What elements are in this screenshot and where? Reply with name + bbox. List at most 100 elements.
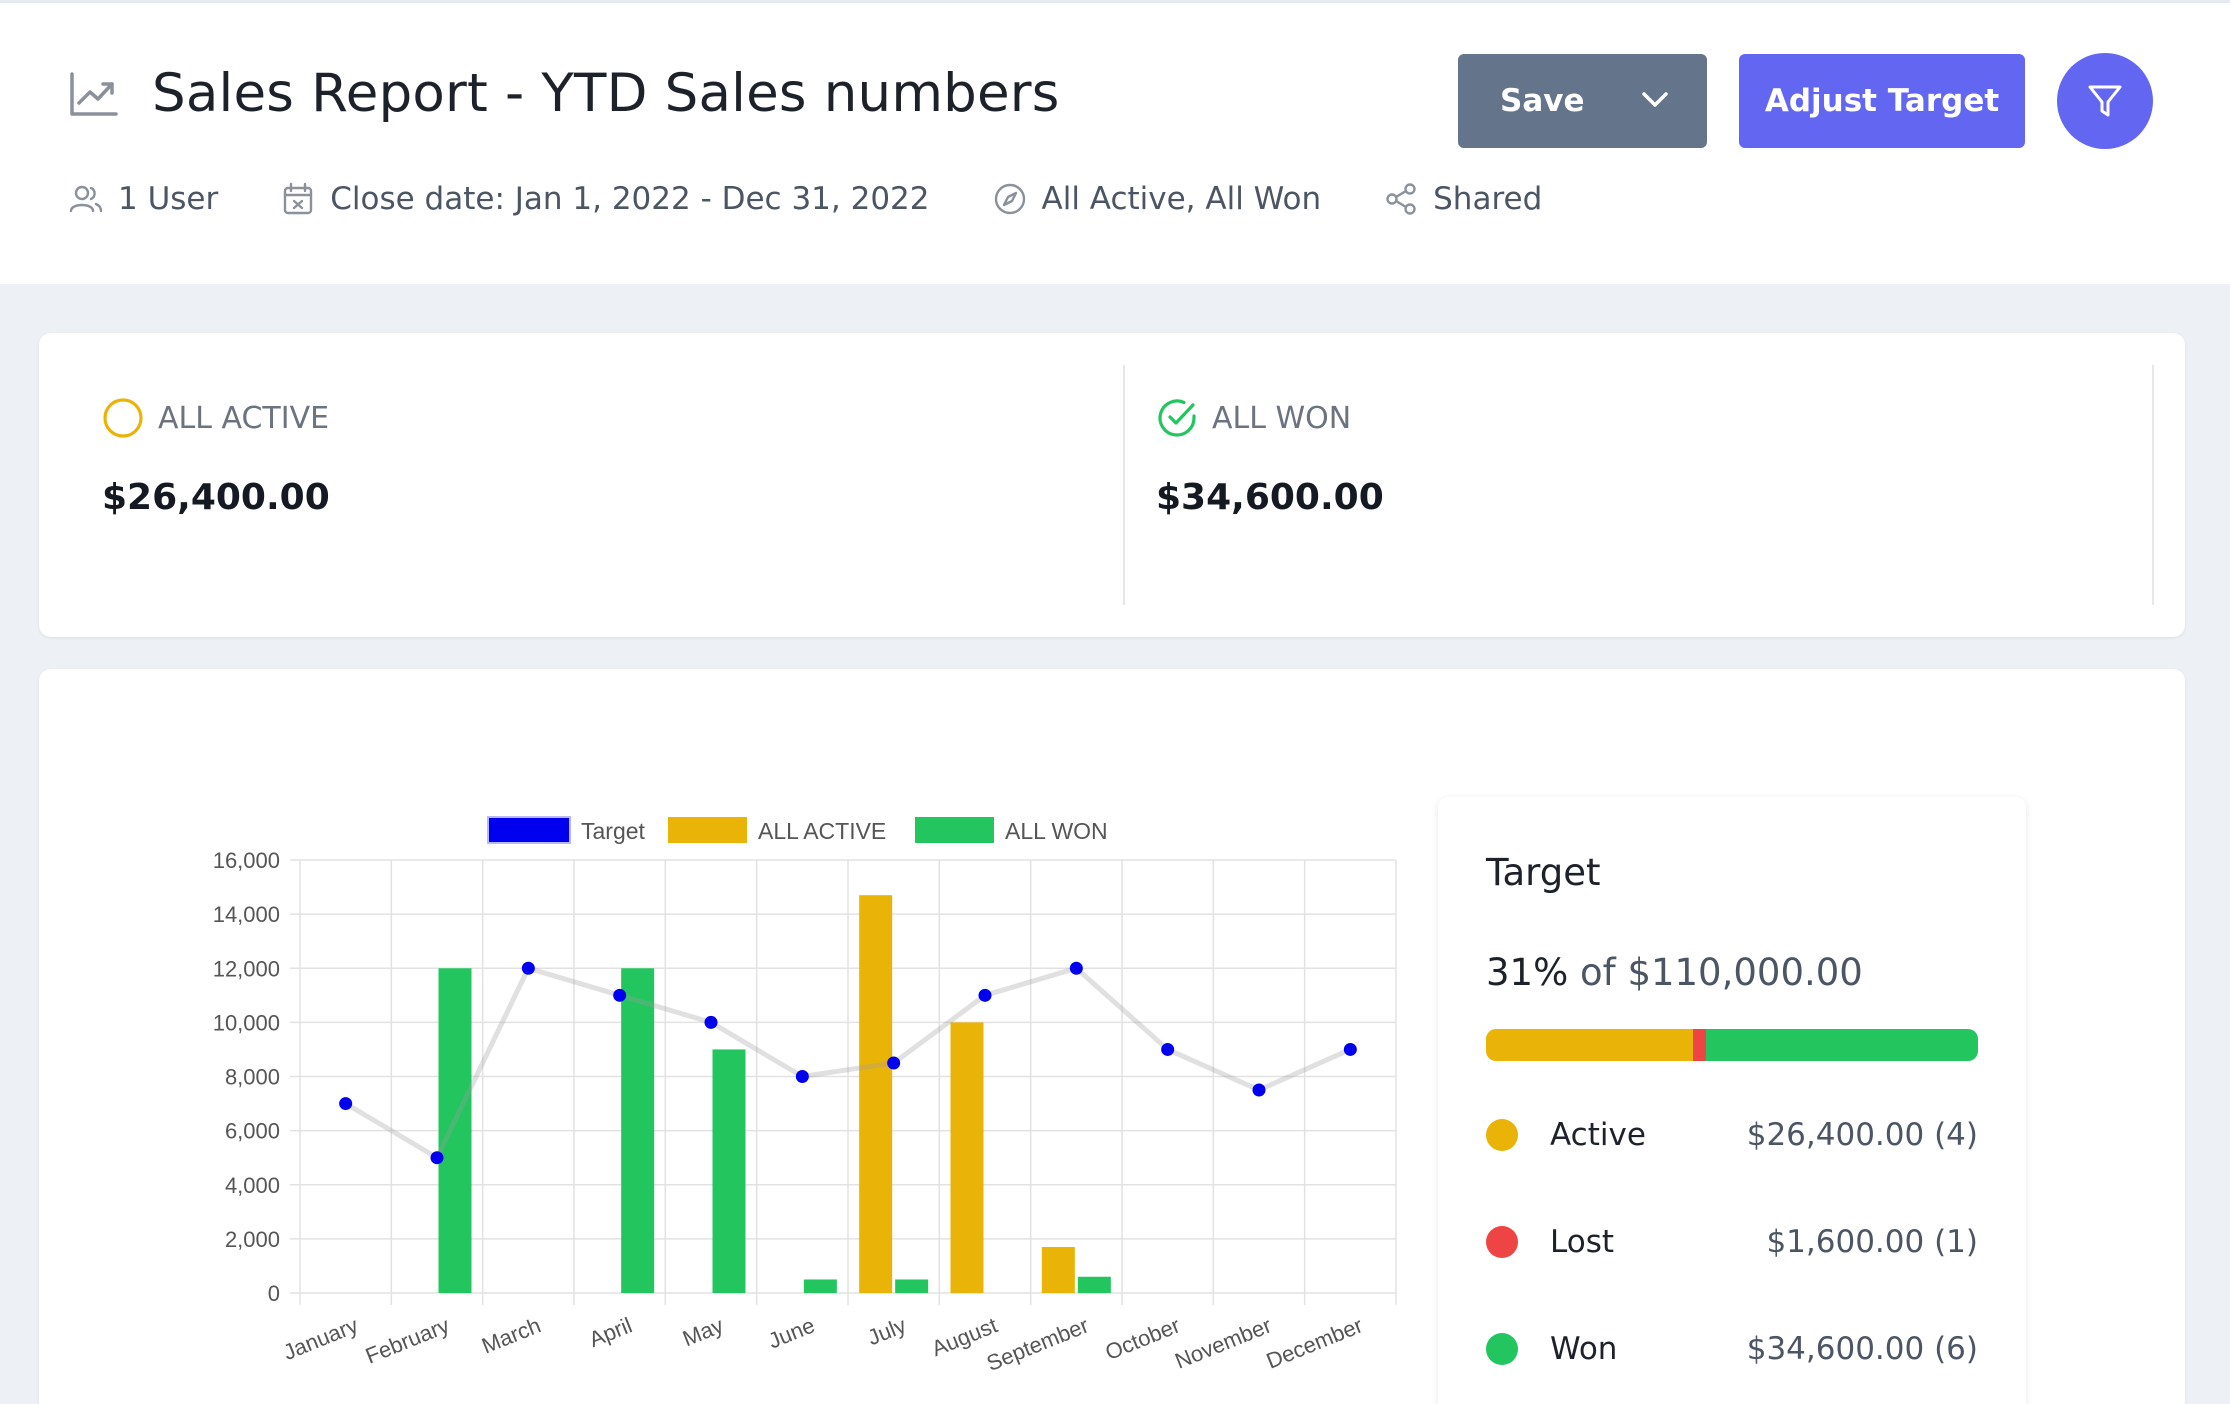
x-tick-label: April <box>585 1312 635 1352</box>
kpi-divider-right <box>2152 365 2154 605</box>
save-button[interactable]: Save <box>1458 54 1707 148</box>
y-tick-label: 12,000 <box>213 956 280 981</box>
sales-chart: 0 2,000 4,000 6,000 8,000 10,000 12,000 14,000 1… <box>213 816 1397 1376</box>
bar-all-won-june[interactable] <box>803 1279 837 1293</box>
target-line <box>344 965 1352 1161</box>
x-tick-label: November <box>1171 1312 1274 1373</box>
legend-label-2[interactable]: ALL ACTIVE <box>758 818 886 844</box>
bar-all-won-february[interactable] <box>438 968 472 1293</box>
title-row: Sales Report - YTD Sales numbers <box>68 63 1060 124</box>
legend-label: Lost <box>1550 1224 1614 1260</box>
x-tick-label: June <box>765 1312 819 1353</box>
x-tick-label: February <box>362 1312 453 1368</box>
target-point-july[interactable] <box>887 1056 901 1070</box>
meta-status[interactable]: All Active, All Won <box>992 181 1322 217</box>
legend-label: Active <box>1550 1117 1646 1153</box>
kpi-active-label: ALL ACTIVE <box>158 400 330 436</box>
y-tick-label: 6,000 <box>225 1119 280 1144</box>
target-title: Target <box>1486 851 1601 894</box>
y-tick-label: 14,000 <box>213 902 280 927</box>
target-point-august[interactable] <box>978 988 992 1002</box>
legend-swatch-2[interactable] <box>668 817 747 843</box>
x-tick-label: December <box>1263 1312 1366 1373</box>
x-tick-label: March <box>478 1312 544 1358</box>
target-legend-won[interactable]: Won $34,600.00 (6) <box>1486 1331 1978 1367</box>
y-tick-label: 8,000 <box>225 1065 280 1090</box>
legend-dot <box>1486 1333 1518 1365</box>
target-progress-text: 31% of $110,000.00 <box>1486 951 1863 994</box>
kpi-summary-card: ALL ACTIVE $26,400.00 ALL WON $34,600.00 <box>39 333 2185 637</box>
bar-all-won-may[interactable] <box>712 1049 746 1293</box>
meta-users[interactable]: 1 User <box>68 181 218 217</box>
kpi-won-value: $34,600.00 <box>1156 477 1384 518</box>
target-percent: 31% <box>1486 951 1569 994</box>
target-legend-lost[interactable]: Lost $1,600.00 (1) <box>1486 1224 1978 1260</box>
legend-swatch-3[interactable] <box>915 817 994 843</box>
save-button-label: Save <box>1500 83 1585 119</box>
bar-all-active-september[interactable] <box>1041 1246 1075 1293</box>
x-tick-label: May <box>679 1312 727 1351</box>
bar-all-won-july[interactable] <box>895 1279 929 1293</box>
compass-icon <box>994 183 1025 215</box>
target-point-may[interactable] <box>704 1015 718 1029</box>
y-tick-label: 4,000 <box>225 1173 280 1198</box>
legend-label-3[interactable]: ALL WON <box>1005 818 1108 844</box>
chevron-down-icon[interactable] <box>1641 90 1669 110</box>
y-tick-label: 0 <box>268 1281 280 1306</box>
target-point-october[interactable] <box>1161 1042 1175 1056</box>
y-tick-label: 10,000 <box>213 1010 280 1035</box>
y-tick-label: 16,000 <box>213 848 280 873</box>
adjust-target-label: Adjust Target <box>1764 83 2000 119</box>
filter-icon <box>2088 85 2122 117</box>
kpi-all-won[interactable]: ALL WON $34,600.00 <box>1156 397 1384 518</box>
bar-all-active-july[interactable] <box>859 895 893 1293</box>
target-bar-segment-active <box>1486 1029 1694 1061</box>
meta-status-label: All Active, All Won <box>1041 181 1322 217</box>
meta-sharing[interactable]: Shared <box>1383 181 1542 217</box>
check-circle-icon <box>1158 399 1196 437</box>
bar-all-active-august[interactable] <box>950 1022 984 1293</box>
target-point-november[interactable] <box>1252 1083 1266 1097</box>
target-point-january[interactable] <box>339 1097 353 1111</box>
share-icon <box>1386 183 1416 215</box>
kpi-all-active[interactable]: ALL ACTIVE $26,400.00 <box>102 397 330 518</box>
legend-value: $26,400.00 (4) <box>1746 1117 1978 1153</box>
target-point-june[interactable] <box>795 1070 809 1083</box>
meta-users-label: 1 User <box>118 181 219 217</box>
trending-up-icon <box>70 71 118 116</box>
legend-value: $34,600.00 (6) <box>1746 1331 1978 1367</box>
x-tick-label: January <box>280 1312 362 1365</box>
target-legend-active[interactable]: Active $26,400.00 (4) <box>1486 1117 1978 1153</box>
y-tick-label: 2,000 <box>225 1227 280 1252</box>
meta-close-date-label: Close date: Jan 1, 2022 - Dec 31, 2022 <box>330 181 930 217</box>
report-header: Sales Report - YTD Sales numbers Save Ad… <box>0 0 2230 284</box>
adjust-target-button[interactable]: Adjust Target <box>1739 54 2025 148</box>
legend-label-1[interactable]: Target <box>581 818 646 844</box>
page-title: Sales Report - YTD Sales numbers <box>152 63 1060 124</box>
kpi-won-label: ALL WON <box>1212 400 1352 436</box>
target-panel: Target 31% of $110,000.00 Active $26,400.… <box>1438 797 2026 1404</box>
legend-dot <box>1486 1226 1518 1258</box>
circle-icon <box>103 398 143 438</box>
bar-all-won-april[interactable] <box>621 968 655 1293</box>
report-meta: 1 User Close date: Jan 1, 2022 - Dec 31,… <box>68 181 1604 217</box>
target-point-december[interactable] <box>1343 1042 1357 1056</box>
kpi-divider <box>1123 365 1125 605</box>
target-bar-segment-lost <box>1693 1029 1707 1061</box>
x-tick-label: July <box>864 1312 910 1350</box>
bar-all-won-september[interactable] <box>1077 1276 1111 1293</box>
meta-sharing-label: Shared <box>1433 181 1543 217</box>
target-progress-bar <box>1486 1029 1978 1061</box>
target-point-february[interactable] <box>430 1151 444 1165</box>
meta-close-date[interactable]: Close date: Jan 1, 2022 - Dec 31, 2022 <box>280 181 930 217</box>
target-total: of $110,000.00 <box>1580 951 1863 994</box>
target-point-april[interactable] <box>613 988 627 1002</box>
legend-swatch-1[interactable] <box>487 816 571 844</box>
target-point-september[interactable] <box>1069 961 1083 975</box>
kpi-active-value: $26,400.00 <box>102 477 330 518</box>
filter-button[interactable] <box>2057 53 2153 149</box>
legend-dot <box>1486 1119 1518 1151</box>
users-icon <box>69 185 103 213</box>
target-point-march[interactable] <box>521 961 535 975</box>
legend-value: $1,600.00 (1) <box>1766 1224 1978 1260</box>
